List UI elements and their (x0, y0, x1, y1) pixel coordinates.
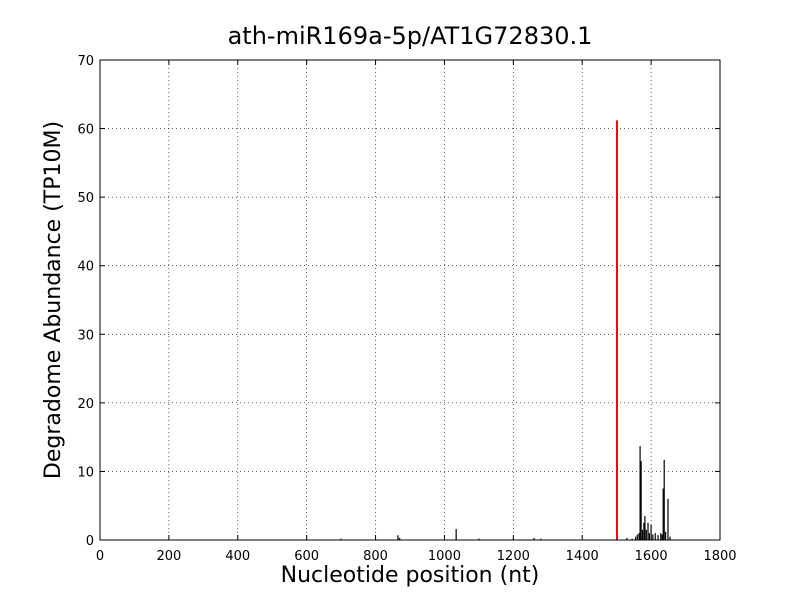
x-tick-label: 1600 (635, 549, 668, 564)
plot-frame (99, 59, 721, 541)
x-tick-label: 1400 (566, 549, 599, 564)
x-tick-label: 400 (225, 549, 250, 564)
x-axis-label: Nucleotide position (nt) (281, 563, 540, 588)
y-tick-label: 40 (77, 260, 94, 275)
x-tick-label: 1000 (428, 549, 461, 564)
x-tick-label: 600 (294, 549, 319, 564)
y-tick-label: 20 (77, 397, 94, 412)
y-tick-label: 60 (77, 123, 94, 138)
y-tick-label: 70 (77, 54, 94, 69)
y-axis-label: Degradome Abundance (TP10M) (41, 121, 66, 479)
x-tick-label: 0 (96, 549, 104, 564)
y-tick-label: 10 (77, 465, 94, 480)
y-tick-label: 50 (77, 191, 94, 206)
chart-title: ath-miR169a-5p/AT1G72830.1 (228, 22, 593, 50)
x-tick-label: 1200 (497, 549, 530, 564)
y-tick-label: 0 (86, 534, 94, 549)
x-tick-label: 1800 (703, 549, 736, 564)
y-tick-label: 30 (77, 328, 94, 343)
x-tick-label: 200 (156, 549, 181, 564)
x-tick-label: 800 (363, 549, 388, 564)
